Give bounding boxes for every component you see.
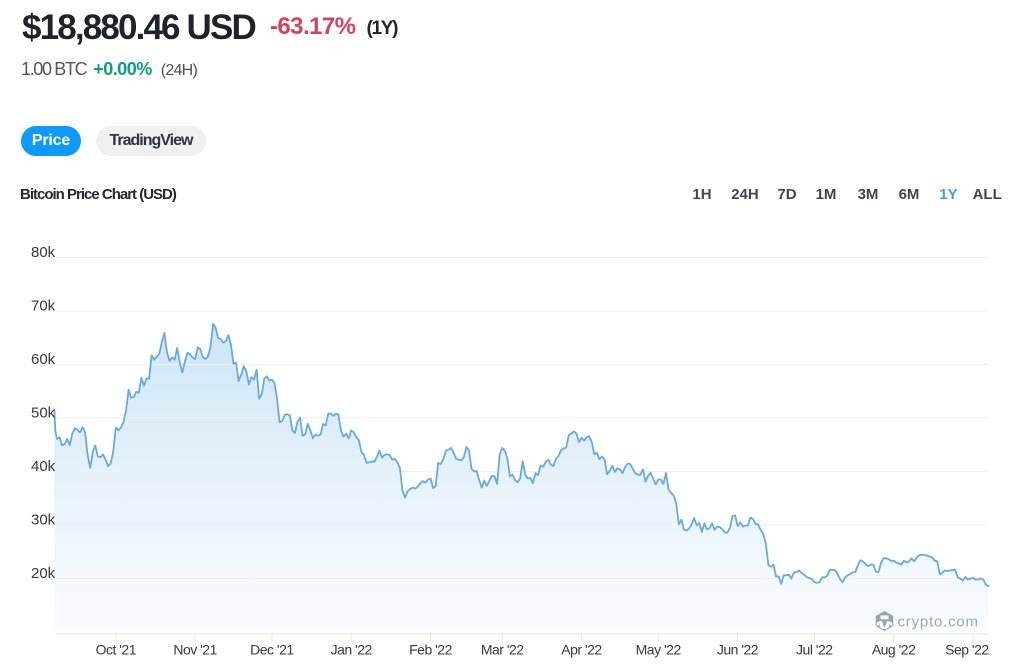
- svg-text:Jun '22: Jun '22: [717, 642, 759, 658]
- svg-text:Jul '22: Jul '22: [796, 642, 833, 658]
- svg-text:70k: 70k: [31, 298, 56, 315]
- svg-text:Dec '21: Dec '21: [250, 642, 294, 658]
- svg-text:Aug '22: Aug '22: [872, 642, 916, 658]
- svg-text:50k: 50k: [31, 405, 56, 422]
- svg-text:Mar '22: Mar '22: [481, 642, 524, 658]
- svg-text:May '22: May '22: [636, 642, 682, 658]
- svg-text:30k: 30k: [31, 512, 56, 529]
- svg-text:Oct '21: Oct '21: [96, 642, 137, 658]
- svg-text:Nov '21: Nov '21: [173, 642, 217, 658]
- svg-text:Apr '22: Apr '22: [561, 642, 602, 658]
- svg-text:Sep '22: Sep '22: [945, 642, 989, 658]
- svg-text:60k: 60k: [31, 351, 56, 368]
- svg-text:Jan '22: Jan '22: [331, 642, 373, 658]
- svg-text:20k: 20k: [31, 565, 56, 582]
- svg-text:crypto.com: crypto.com: [898, 614, 979, 631]
- svg-text:40k: 40k: [31, 458, 56, 475]
- svg-text:80k: 80k: [31, 244, 56, 261]
- svg-text:Feb '22: Feb '22: [409, 642, 452, 658]
